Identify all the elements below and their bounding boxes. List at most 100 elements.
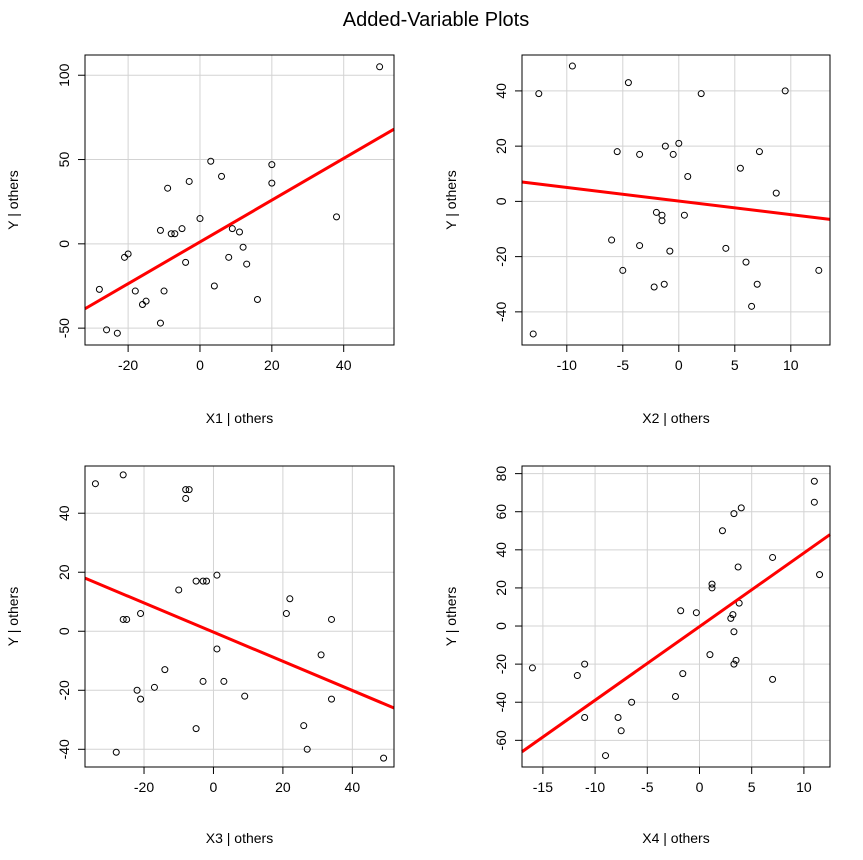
data-point	[220, 677, 228, 685]
data-point	[303, 745, 311, 753]
data-point	[677, 607, 685, 615]
y-tick-label: -20	[493, 654, 509, 674]
x-tick-label: 5	[748, 779, 756, 795]
data-point	[581, 660, 589, 668]
data-point	[243, 260, 251, 268]
data-point	[708, 580, 716, 588]
y-tick-label: 20	[493, 138, 509, 154]
data-point	[528, 664, 536, 672]
data-point	[661, 142, 669, 150]
data-point	[679, 670, 687, 678]
y-axis-label: Y | others	[443, 170, 459, 229]
data-point	[602, 752, 610, 760]
panel-1: -20 0 20 40 -50 0 50 100 X1 | others Y | others	[5, 54, 395, 426]
x-tick-label: 10	[783, 357, 799, 373]
data-point	[736, 164, 744, 172]
plot-frame	[521, 54, 831, 346]
y-tick-label: 0	[493, 197, 509, 205]
data-point	[708, 584, 716, 592]
data-point	[769, 675, 777, 683]
y-tick-label: -20	[493, 246, 509, 266]
data-point	[617, 727, 625, 735]
data-point	[239, 243, 247, 251]
data-point	[815, 266, 823, 274]
data-point	[95, 285, 103, 293]
fit-line	[521, 180, 831, 221]
data-point	[119, 471, 127, 479]
data-point	[680, 211, 688, 219]
data-point	[171, 230, 179, 238]
data-point	[167, 230, 175, 238]
data-point	[755, 148, 763, 156]
data-point	[613, 148, 621, 156]
data-point	[666, 247, 674, 255]
x-axis-label: X2 | others	[642, 410, 709, 426]
data-point	[722, 244, 730, 252]
x-tick-label: 5	[731, 357, 739, 373]
data-point	[671, 693, 679, 701]
y-tick-label: 80	[493, 466, 509, 482]
data-point	[133, 686, 141, 694]
data-point	[732, 656, 740, 664]
data-point	[608, 236, 616, 244]
data-point	[175, 586, 183, 594]
data-point	[328, 615, 336, 623]
data-point	[658, 217, 666, 225]
data-point	[286, 595, 294, 603]
fit-line	[84, 576, 395, 710]
data-point	[103, 326, 111, 334]
y-tick-label: -20	[56, 680, 72, 700]
y-tick-label: 40	[493, 83, 509, 99]
data-point	[328, 695, 336, 703]
x-tick-label: -20	[134, 779, 154, 795]
data-point	[112, 748, 120, 756]
data-point	[182, 486, 190, 494]
data-point	[333, 213, 341, 221]
data-point	[730, 628, 738, 636]
data-point	[225, 253, 233, 261]
y-tick-label: -40	[493, 302, 509, 322]
data-point	[568, 62, 576, 70]
data-point	[150, 683, 158, 691]
plot-frame	[84, 465, 395, 768]
data-point	[199, 677, 207, 685]
fit-line	[521, 533, 831, 753]
data-point	[772, 189, 780, 197]
y-tick-label: 0	[56, 240, 72, 248]
data-point	[380, 754, 388, 762]
x-tick-label: 20	[275, 779, 291, 795]
data-point	[650, 283, 658, 291]
data-point	[376, 63, 384, 71]
data-point	[213, 571, 221, 579]
x-tick-label: -5	[641, 779, 654, 795]
x-tick-label: -15	[533, 779, 553, 795]
panel-2: -10 -5 0 5 10 -40 -20 0 20 40 X2 | others Y | other…	[443, 54, 831, 426]
data-point	[192, 725, 200, 733]
x-tick-label: 0	[675, 357, 683, 373]
x-tick-label: 20	[264, 357, 280, 373]
data-point	[781, 87, 789, 95]
data-point	[652, 208, 660, 216]
y-tick-label: 20	[56, 564, 72, 580]
data-point	[697, 90, 705, 98]
data-point	[160, 287, 168, 295]
y-tick-label: 20	[493, 580, 509, 596]
data-point	[535, 90, 543, 98]
data-point	[529, 330, 537, 338]
data-point	[624, 79, 632, 87]
x-tick-label: -20	[118, 357, 138, 373]
y-tick-label: 40	[56, 505, 72, 521]
panel-3: -20 0 20 40 -40 -20 0 20 40 X3 | others Y | others	[5, 465, 395, 846]
data-point	[121, 253, 129, 261]
x-tick-label: 40	[345, 779, 361, 795]
x-tick-label: -10	[585, 779, 605, 795]
data-point	[317, 651, 325, 659]
data-point	[300, 722, 308, 730]
data-point	[164, 184, 172, 192]
data-point	[228, 225, 236, 233]
x-tick-label: 0	[210, 779, 218, 795]
data-point	[810, 477, 818, 485]
data-point	[236, 228, 243, 236]
x-tick-label: 0	[696, 779, 704, 795]
x-axis-label: X3 | others	[206, 830, 273, 846]
